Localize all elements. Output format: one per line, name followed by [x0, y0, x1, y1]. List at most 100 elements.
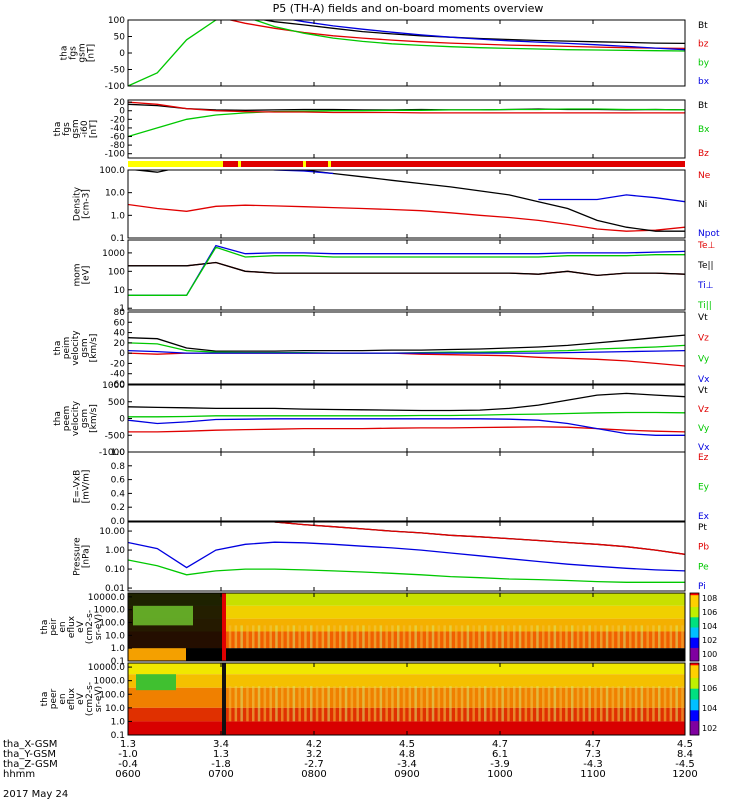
y-tick-label: 0: [119, 415, 125, 425]
colorbar-cell: [690, 650, 699, 653]
series-line-pe: [128, 559, 685, 583]
spectrogram-stripe: [333, 625, 336, 649]
orbit-row-label: tha_Z-GSM: [3, 759, 58, 770]
series-line-vx: [128, 418, 685, 436]
spectrogram-stripe: [431, 686, 435, 722]
spectrogram-stripe: [281, 625, 284, 649]
spectrogram-stripe: [373, 686, 377, 722]
spectrogram-stripe: [658, 625, 661, 649]
spectrogram-stripe: [455, 625, 458, 649]
legend-entry: bz: [698, 40, 709, 50]
colorbar-frame: [689, 662, 700, 736]
spectrogram-stripe: [292, 686, 296, 722]
colorbar-cell: [690, 704, 699, 707]
spectrogram-stripe: [228, 625, 232, 649]
legend-entry: Ti||: [697, 301, 712, 311]
y-axis-label-line: Density: [73, 186, 83, 221]
spectrogram-stripe: [234, 625, 238, 649]
spectrogram-stripe: [402, 686, 406, 722]
spectrogram-stripe: [530, 686, 533, 722]
colorbar-cell: [690, 615, 699, 618]
y-axis-label: Pressure[nPa]: [73, 537, 92, 576]
y-axis-label-line: (cm2-s-: [85, 682, 95, 716]
y-tick-label: 1.0: [111, 717, 126, 727]
y-axis-label: thapeerenefluxeV(cm2-s-sr-eV): [40, 682, 104, 716]
y-axis-label-line: eV: [76, 620, 86, 633]
colorbar-cell: [690, 649, 699, 652]
y-tick-label: 1000.0: [94, 677, 126, 687]
legend-entry: Vx: [698, 443, 710, 453]
orbit-value: 0800: [301, 769, 326, 780]
y-tick-label: -60: [110, 133, 125, 143]
spectrogram-band: [128, 674, 685, 688]
spectrogram-stripe: [263, 686, 267, 722]
y-axis-label-line: velocity: [71, 330, 81, 366]
spectrogram-stripe: [292, 625, 296, 649]
panel-peir_spectrogram: 108 106 104 102 100 10000.0 1000.0 100.0 10.0 1.0…: [40, 592, 717, 667]
panel-efield: Ez Ey Ex 1.0 0.8 0.6 0.4 0.2 0.0 E=-VxB[mV/m]: [73, 448, 710, 527]
spectrogram-stripe: [634, 625, 638, 649]
spectrogram-stripe: [379, 686, 383, 722]
colorbar-cell: [690, 630, 699, 633]
colorbar-cell: [690, 679, 699, 682]
spectrogram-stripe: [449, 686, 452, 722]
spectrogram-stripe: [658, 686, 661, 722]
y-axis-label-line: tha: [40, 692, 50, 707]
y-tick-label: 0.01: [105, 584, 125, 594]
y-axis-label: thapeirenefluxeV(cm2-s-sr-eV): [40, 610, 104, 644]
y-tick-label: 10.0: [105, 189, 125, 199]
spectrogram-stripe: [263, 625, 267, 649]
panel-temperature: Te⊥ Te|| Ti⊥ Ti|| 1000 100 10 1 mom[eV]: [73, 239, 716, 314]
y-axis-label-line: sr-eV): [94, 686, 104, 712]
colorbar-cell: [690, 598, 699, 601]
y-axis-label-line: peir: [49, 618, 59, 636]
spectrogram-stripe: [397, 625, 400, 649]
spectrogram-stripe: [501, 625, 504, 649]
spectrogram-stripe: [240, 625, 243, 649]
spectrogram-band: [128, 618, 685, 632]
colorbar-cell: [690, 596, 699, 599]
legend-entry: Bz: [698, 149, 709, 159]
spectrogram-stripe: [553, 625, 557, 649]
spectrogram-stripe: [344, 625, 348, 649]
spectrogram-stripe: [675, 625, 678, 649]
spectrogram-stripe: [397, 686, 400, 722]
spectrogram-stripe: [246, 625, 249, 649]
colorbar-cell: [690, 603, 699, 606]
colorbar-cell: [690, 717, 699, 720]
legend-entry: Ni: [698, 200, 707, 210]
y-tick-label: 0.6: [111, 476, 126, 486]
spectrogram-stripe: [269, 686, 272, 722]
legend-entry: Vz: [698, 405, 709, 415]
spectrogram-stripe: [611, 625, 615, 649]
colorbar-cell: [690, 604, 699, 608]
colorbar-cell: [690, 684, 699, 687]
legend-entry: Vt: [698, 313, 708, 323]
series-line-by: [128, 20, 685, 86]
panel-peem_velocity: Vt Vz Vy Vx 1000 500 0 -500 -1000 thapeemvelocity…: [53, 381, 710, 458]
y-axis-label-line: gsm: [80, 338, 90, 357]
spectrogram-stripe: [542, 625, 545, 649]
orbit-value: 4.7: [585, 739, 601, 750]
y-axis-label-line: sr-eV): [94, 614, 104, 640]
spectrogram-stripe: [327, 625, 330, 649]
spectrogram-stripe: [588, 625, 591, 649]
colorbar-cell: [690, 670, 699, 673]
y-tick-label: 1000: [102, 381, 125, 391]
spectrogram-stripe: [315, 686, 319, 722]
panel-fgs2: Bt Bx Bz 200-20-40-60-80-100 thafgsgsm-i60[n…: [53, 98, 710, 160]
orbit-value: 1200: [672, 769, 697, 780]
spectrogram-stripe: [669, 625, 673, 649]
spectrogram-stripe: [362, 686, 365, 722]
spectrogram-stripe: [408, 625, 412, 649]
colorbar-cell: [690, 599, 699, 602]
spectrogram-stripe: [333, 686, 336, 722]
colorbar-cell: [690, 668, 699, 671]
spectrogram-stripe: [321, 686, 325, 722]
orbit-value: -3.4: [397, 759, 417, 770]
spectrogram-stripe: [426, 686, 429, 722]
spectrogram-stripe: [368, 625, 371, 649]
mode-bar-marker: [303, 161, 306, 167]
spectrogram-boundary: [222, 663, 226, 735]
colorbar-cell: [690, 610, 699, 613]
